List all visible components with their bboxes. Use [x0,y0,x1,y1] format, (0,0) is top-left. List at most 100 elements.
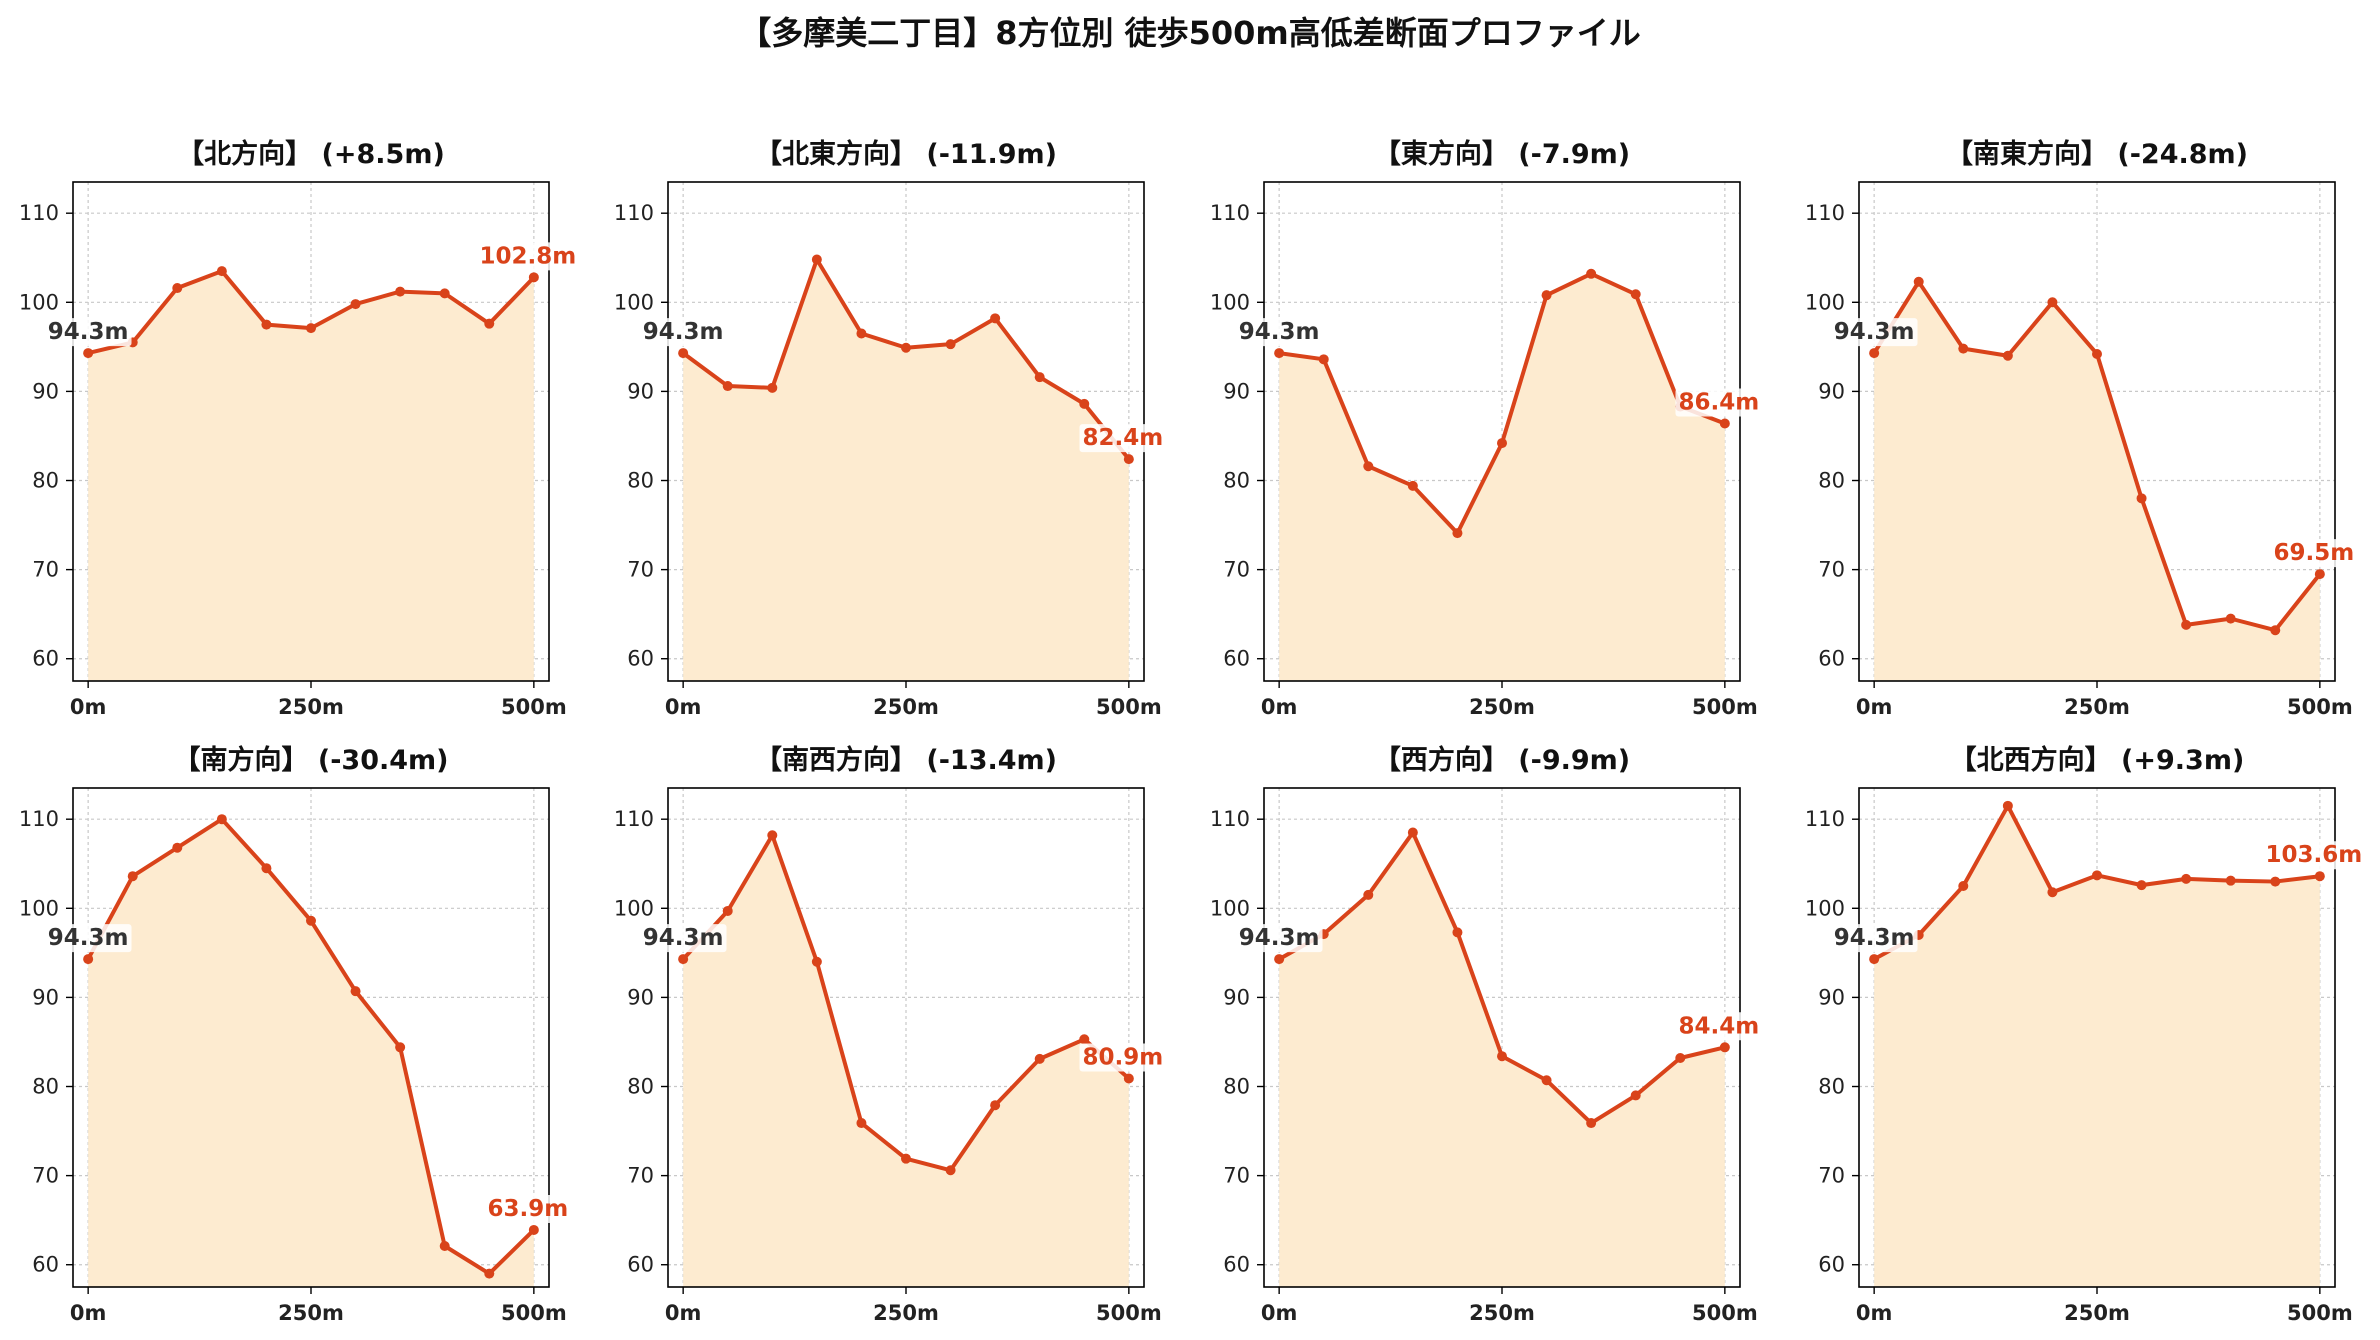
x-tick-label: 500m [1692,695,1758,719]
data-point [678,954,689,965]
y-tick-label: 90 [1223,379,1250,403]
end-label-bg [1079,424,1167,453]
elevation-panel: 【南西方向】 (-13.4m) 60 70 80 90 100 110 0m 250m 500m 9… [614,744,1167,1325]
x-tick-label: 500m [2287,695,2353,719]
data-point [83,954,94,965]
data-point [1586,1118,1597,1129]
data-point [811,956,822,967]
panels-grid: 【北方向】 (+8.5m) 60 70 80 90 100 110 0m 250m 500m 94.… [19,138,2366,1325]
y-tick-label: 60 [1818,1253,1845,1277]
data-point [2092,348,2102,359]
area-fill [1874,281,2320,681]
x-tick-label: 500m [2287,1301,2353,1325]
end-elevation-label: 82.4m [1082,425,1163,451]
elevation-panel: 【北東方向】 (-11.9m) 60 70 80 90 100 110 0m 250m 500m 9… [614,138,1167,719]
data-point [767,830,778,841]
start-label-bg [1235,318,1323,347]
data-point [1407,480,1418,491]
data-point [945,1165,956,1176]
data-point [1497,438,1507,449]
end-label-bg [2262,841,2366,870]
y-tick-label: 60 [32,1253,59,1277]
data-point [395,286,406,297]
data-point [856,1118,867,1129]
y-tick-label: 90 [627,379,654,403]
data-point [1719,1042,1730,1053]
data-point [528,272,539,283]
start-label-bg [44,924,132,953]
x-tick-label: 0m [665,695,702,719]
data-point [2136,493,2147,504]
data-point [1675,1052,1686,1063]
elevation-panel: 【南方向】 (-30.4m) 60 70 80 90 100 110 0m 250m 500m 94… [19,744,572,1325]
y-tick-label: 110 [19,201,59,225]
data-point [901,342,911,353]
y-tick-label: 70 [1818,1164,1845,1188]
data-point [172,842,183,853]
y-tick-label: 60 [627,647,654,671]
start-label-bg [1830,318,1918,347]
y-tick-label: 60 [1818,647,1845,671]
y-tick-label: 100 [1805,290,1845,314]
data-point [901,1153,911,1164]
data-point [722,905,733,916]
y-tick-label: 90 [1818,985,1845,1009]
data-point [1586,268,1597,279]
data-point [306,323,316,334]
x-tick-label: 0m [1856,1301,1893,1325]
x-tick-label: 250m [2064,1301,2130,1325]
data-point [2270,625,2281,636]
y-tick-label: 110 [1210,201,1250,225]
x-tick-label: 250m [278,695,344,719]
y-tick-label: 100 [614,896,654,920]
panel-title: 【北東方向】 (-11.9m) [755,138,1057,170]
y-tick-label: 80 [1818,1075,1845,1099]
data-point [1719,418,1730,429]
x-tick-label: 250m [873,695,939,719]
data-point [350,299,361,310]
start-label-bg [1830,924,1918,953]
y-tick-label: 80 [1223,1075,1250,1099]
y-tick-label: 90 [627,985,654,1009]
data-point [395,1042,406,1053]
data-point [990,1100,1001,1111]
data-point [1869,348,1880,359]
end-label-bg [1675,1012,1763,1041]
data-point [1079,398,1090,409]
data-point [172,283,183,294]
x-tick-label: 500m [501,1301,567,1325]
x-tick-label: 500m [1096,1301,1162,1325]
panel-title: 【東方向】 (-7.9m) [1374,138,1630,170]
data-point [2181,619,2192,630]
data-point [2047,297,2058,308]
x-tick-label: 0m [1261,695,1298,719]
y-tick-label: 70 [1818,558,1845,582]
end-elevation-label: 84.4m [1678,1013,1759,1039]
y-tick-label: 110 [1805,807,1845,831]
data-point [1452,927,1463,938]
elevation-panel: 【西方向】 (-9.9m) 60 70 80 90 100 110 0m 250m 500m 94.… [1210,744,1763,1325]
data-point [1363,889,1374,900]
data-point [990,313,1001,324]
data-point [856,328,867,339]
panel-title: 【北西方向】 (+9.3m) [1950,744,2245,776]
data-point [2047,887,2058,898]
start-label-bg [639,318,727,347]
y-tick-label: 70 [32,1164,59,1188]
data-point [306,915,316,926]
data-point [2225,875,2236,886]
data-point [811,254,822,265]
x-tick-label: 500m [1692,1301,1758,1325]
data-point [261,863,272,874]
y-tick-label: 100 [19,290,59,314]
start-elevation-label: 94.3m [48,319,129,345]
y-tick-label: 70 [1223,558,1250,582]
y-tick-label: 80 [32,469,59,493]
x-tick-label: 0m [665,1301,702,1325]
area-fill [683,835,1129,1287]
data-point [2314,871,2325,882]
area-fill [88,819,534,1287]
data-point [1034,372,1045,383]
x-tick-label: 0m [1261,1301,1298,1325]
data-point [1630,289,1641,300]
